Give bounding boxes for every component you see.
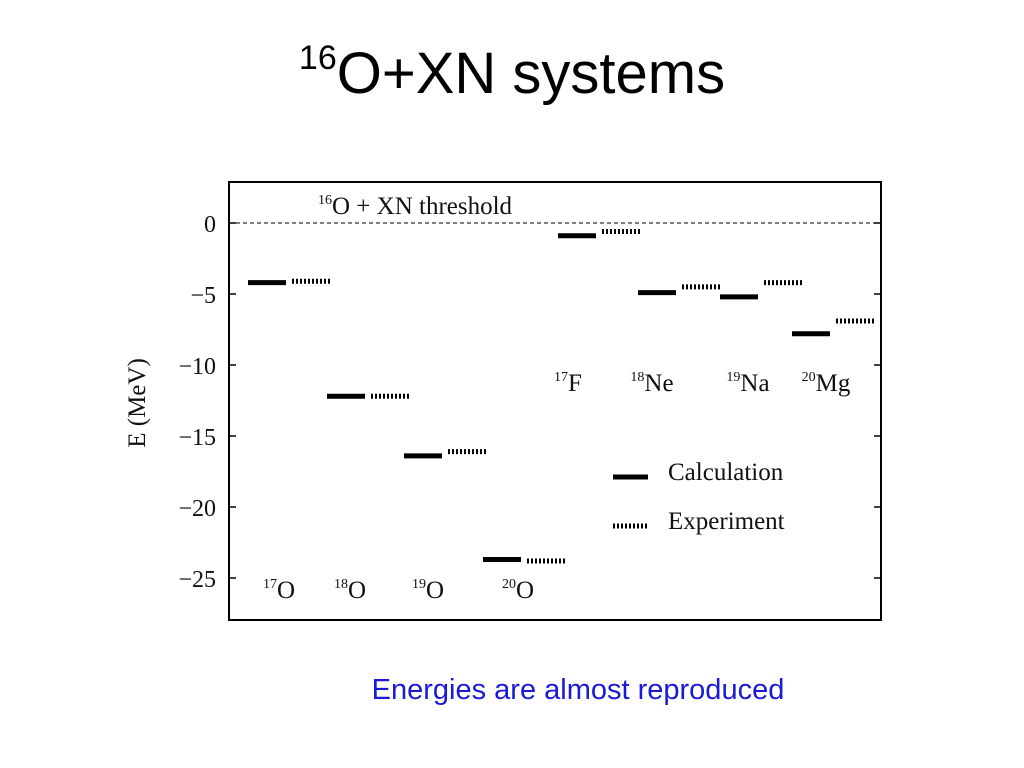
nucleus-label: 20Mg xyxy=(802,370,851,397)
y-tick-label: −20 xyxy=(178,496,216,522)
nucleus-label: 18Ne xyxy=(630,370,673,397)
slide-title: 16O+XN systems xyxy=(0,38,1024,107)
y-tick-label: −15 xyxy=(178,425,216,451)
legend-label: Calculation xyxy=(668,459,784,486)
title-main: O+XN systems xyxy=(336,41,726,106)
nucleus-label: 18O xyxy=(334,577,366,604)
threshold-label: 16O + XN threshold xyxy=(318,193,513,220)
nucleus-label: 19Na xyxy=(726,370,769,397)
y-tick-label: 0 xyxy=(204,212,216,238)
caption: Energies are almost reproduced xyxy=(371,674,785,706)
y-tick-label: −25 xyxy=(178,567,216,593)
chart-root: 0 −5 −10 −15 −20 −25 E (MeV) 16O + XN threshold… xyxy=(124,181,882,621)
nucleus-label: 17F xyxy=(554,370,582,397)
y-axis-label: E (MeV) xyxy=(124,358,151,448)
title-superscript: 16 xyxy=(298,38,337,77)
y-tick-label: −5 xyxy=(190,283,216,309)
nucleus-label: 17O xyxy=(263,577,295,604)
nucleus-label: 19O xyxy=(412,577,444,604)
y-tick-label: −10 xyxy=(178,354,216,380)
plot-frame xyxy=(228,181,882,621)
legend-label: Experiment xyxy=(668,508,785,535)
nucleus-label: 20O xyxy=(502,577,534,604)
